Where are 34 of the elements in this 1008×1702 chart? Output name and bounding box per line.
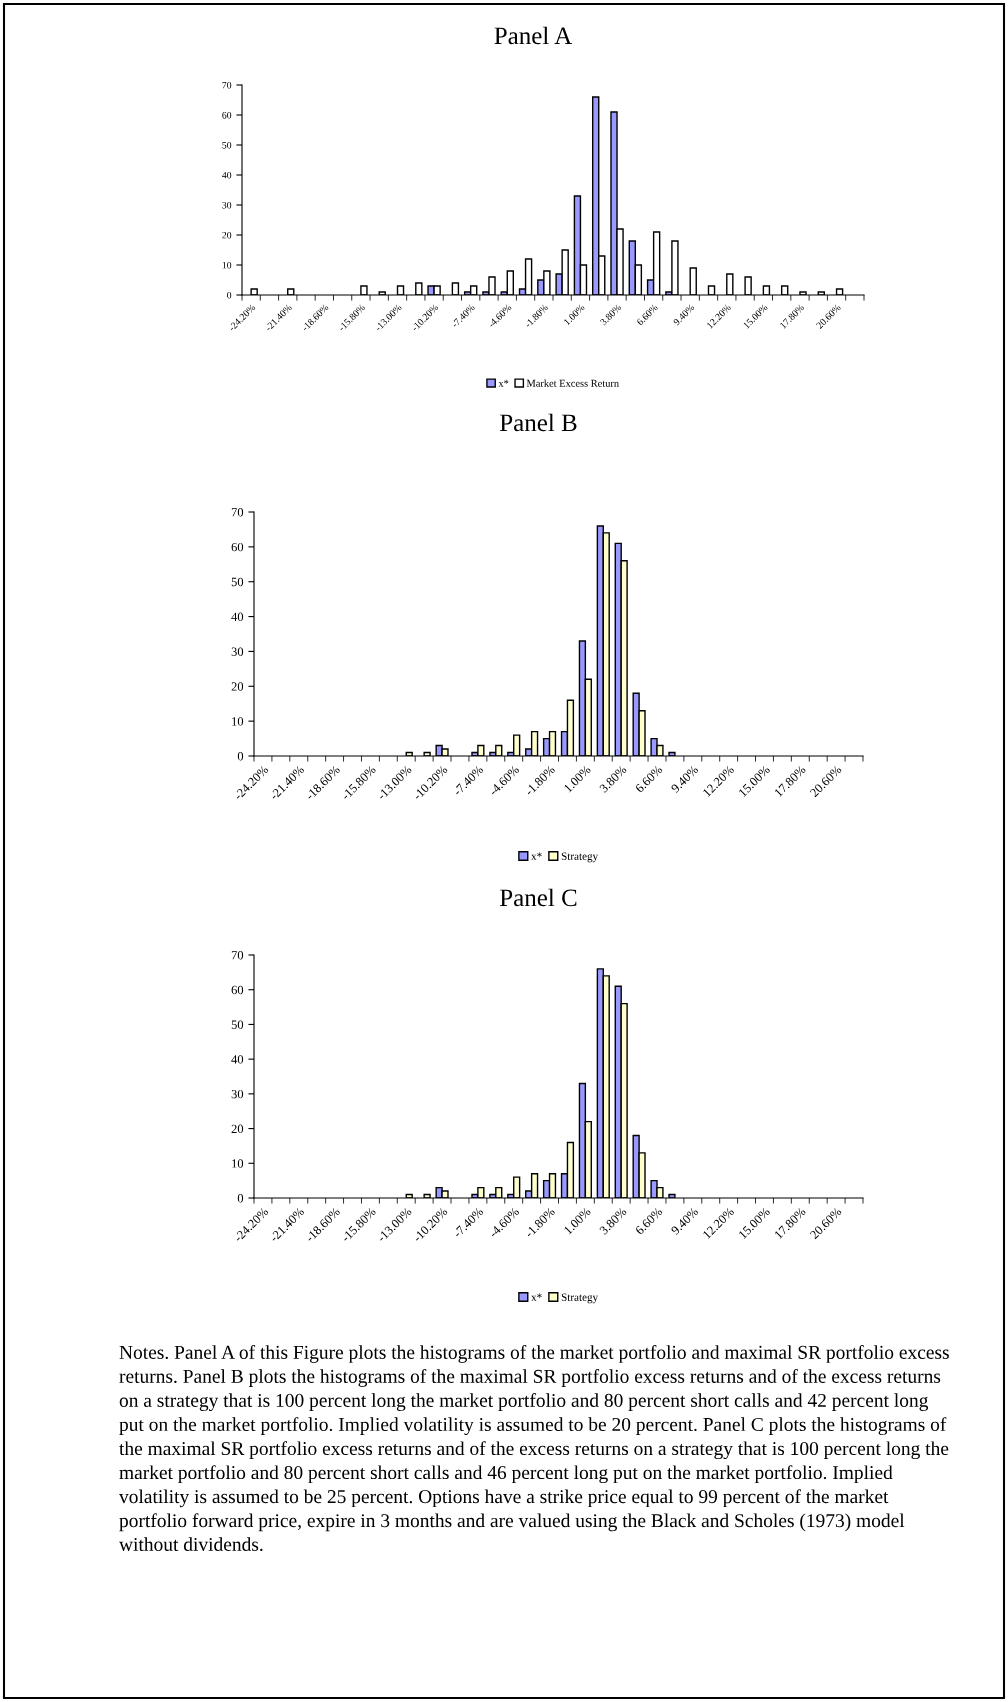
y-tick-label: 20 bbox=[231, 682, 244, 691]
y-tick-label: 10 bbox=[232, 717, 244, 726]
legend-label: x* bbox=[531, 1293, 542, 1301]
y-tick-label: 50 bbox=[231, 577, 244, 587]
legend-label: Market Excess Return bbox=[526, 379, 619, 387]
legend-label: x* bbox=[498, 379, 509, 387]
y-tick-label: 0 bbox=[237, 752, 244, 761]
legend-label: x* bbox=[531, 852, 542, 860]
legend-label: Strategy bbox=[561, 852, 599, 863]
chart-title: Panel B bbox=[499, 413, 577, 432]
y-tick-label: 70 bbox=[231, 951, 244, 960]
y-tick-label: 60 bbox=[222, 111, 232, 119]
y-tick-label: 0 bbox=[227, 291, 232, 299]
y-tick-label: 70 bbox=[231, 508, 244, 517]
y-tick-label: 50 bbox=[231, 1020, 244, 1029]
y-tick-label: 10 bbox=[222, 261, 232, 269]
y-tick-label: 10 bbox=[232, 1159, 244, 1168]
y-tick-label: 50 bbox=[222, 141, 232, 149]
y-tick-label: 30 bbox=[222, 201, 232, 209]
y-tick-label: 30 bbox=[231, 1089, 244, 1099]
y-tick-label: 20 bbox=[231, 1124, 244, 1134]
y-tick-label: 0 bbox=[237, 1194, 244, 1203]
y-tick-label: 30 bbox=[231, 647, 244, 656]
y-tick-label: 40 bbox=[231, 1055, 244, 1064]
chart-title: Panel A bbox=[494, 26, 573, 45]
y-tick-label: 40 bbox=[222, 171, 232, 179]
y-tick-label: 60 bbox=[231, 542, 244, 552]
y-tick-label: 60 bbox=[231, 985, 244, 995]
y-tick-label: 20 bbox=[222, 231, 232, 239]
text: Notes. Panel A of this Figure plots the histograms of the market portfolio and maximal SR portfolio excess returns. Panel B plots the histograms of the maximal SR portfolio excess returns and of the excess returns on a strategy that is 100 percent long the market portfolio and 80 percent short calls and 42 percent long put on the market portfolio. Implied volatility is assumed to be 20 percent. Panel C plots the histograms of the maximal SR portfolio excess returns and of the excess returns on a strategy that is 100 percent long the market portfolio and 80 percent short calls and 46 percent long put on the market portfolio. Implied volatility is assumed to be 25 percent. Options have a strike price equal to 99 percent of the market portfolio forward price, expire in 3 months and are valued using the Black and Scholes (1973) model without dividends. bbox=[119, 1345, 949, 1552]
legend-label: Strategy bbox=[561, 1293, 599, 1304]
y-tick-label: 40 bbox=[231, 612, 244, 622]
chart-title: Panel C bbox=[499, 888, 577, 907]
y-tick-label: 70 bbox=[222, 81, 232, 89]
